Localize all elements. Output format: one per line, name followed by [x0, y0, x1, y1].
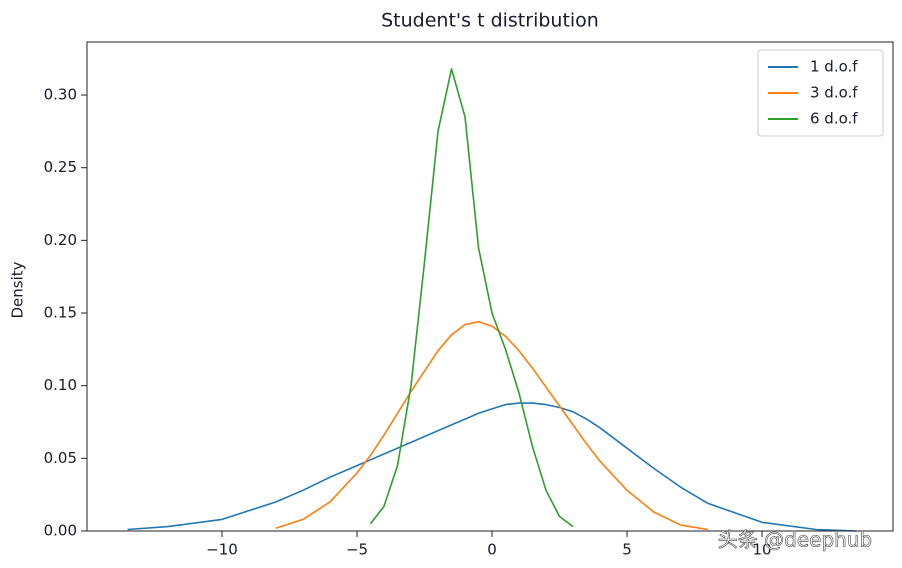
x-tick-label: 0	[487, 541, 497, 559]
x-tick-label: 10	[752, 541, 771, 559]
x-tick-label: 5	[622, 541, 632, 559]
legend-label: 6 d.o.f	[810, 110, 858, 128]
y-tick-label: 0.25	[44, 158, 77, 176]
legend-label: 3 d.o.f	[810, 84, 858, 102]
chart-title: Student's t distribution	[381, 10, 599, 32]
y-tick-label: 0.10	[44, 376, 77, 394]
y-tick-label: 0.20	[44, 231, 77, 249]
line-series	[127, 402, 857, 532]
watermark: 头条 @deephub	[718, 528, 872, 552]
legend-box	[757, 49, 884, 137]
y-tick-label: 0.15	[44, 304, 77, 322]
x-tick-label: −5	[346, 541, 368, 559]
line-series	[369, 68, 574, 528]
y-tick-label: 0.00	[44, 522, 77, 540]
x-tick-label: −10	[206, 541, 238, 559]
line-series	[275, 320, 709, 531]
legend-label: 1 d.o.f	[810, 58, 858, 76]
y-axis-label: Density	[9, 261, 27, 318]
y-tick-label: 0.05	[44, 449, 77, 467]
y-tick-label: 0.30	[44, 86, 77, 104]
plot-frame	[86, 41, 894, 532]
